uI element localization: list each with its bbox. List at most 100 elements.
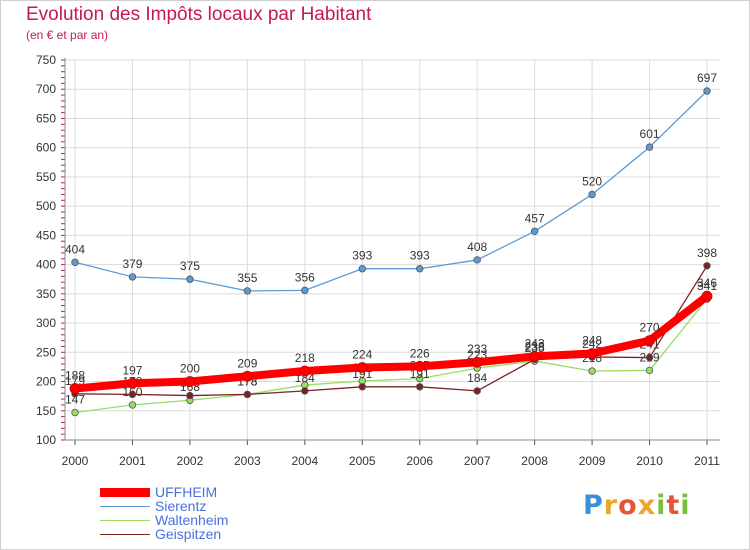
legend-item-geispitzen[interactable]: Geispitzen xyxy=(100,526,300,542)
y-tick-label: 300 xyxy=(36,316,56,330)
legend-label: Sierentz xyxy=(155,498,207,514)
legend-label: Geispitzen xyxy=(155,526,222,542)
data-point xyxy=(358,383,366,391)
data-point xyxy=(416,383,424,391)
data-point xyxy=(299,365,311,377)
legend-item-waltenheim[interactable]: Waltenheim xyxy=(100,512,300,528)
data-label: 197 xyxy=(122,363,142,377)
data-label: 243 xyxy=(525,336,545,350)
data-point xyxy=(416,374,424,383)
data-label: 238 xyxy=(525,339,545,353)
data-point xyxy=(186,391,194,400)
legend-swatch xyxy=(100,506,150,507)
series-line-uffheim xyxy=(71,292,711,393)
x-tick-label: 2006 xyxy=(406,454,433,468)
data-label: 375 xyxy=(180,259,200,273)
x-tick-label: 2008 xyxy=(521,454,548,468)
x-tick-label: 2003 xyxy=(234,454,261,468)
legend-swatch xyxy=(100,488,150,497)
series-line-waltenheim xyxy=(74,298,708,414)
data-point xyxy=(473,256,481,264)
data-point xyxy=(703,262,711,270)
x-tick-label: 2011 xyxy=(694,454,720,468)
data-point xyxy=(127,377,138,389)
y-tick-label: 200 xyxy=(36,375,56,389)
x-tick-label: 2009 xyxy=(579,454,606,468)
data-point xyxy=(586,348,598,359)
data-label: 188 xyxy=(65,369,85,383)
legend-swatch xyxy=(100,520,150,521)
data-label: 379 xyxy=(122,257,142,271)
data-label: 233 xyxy=(467,342,487,356)
data-label: 601 xyxy=(640,127,660,141)
legend-swatch xyxy=(100,534,150,535)
data-label: 393 xyxy=(352,249,372,263)
x-tick-label: 2001 xyxy=(119,454,146,468)
data-label: 398 xyxy=(697,246,717,260)
data-point xyxy=(69,383,81,394)
data-point xyxy=(473,387,481,395)
data-label: 248 xyxy=(582,333,602,347)
data-label: 242 xyxy=(582,337,602,351)
series-line-geispitzen xyxy=(74,265,708,397)
x-tick-label: 2010 xyxy=(636,454,663,468)
data-point xyxy=(358,265,366,273)
data-point xyxy=(243,390,252,399)
series-line-sierentz xyxy=(74,90,708,292)
data-point xyxy=(703,87,711,95)
y-tick-label: 100 xyxy=(36,433,56,447)
data-point xyxy=(471,356,483,368)
x-tick-label: 2004 xyxy=(291,454,318,468)
data-label: 224 xyxy=(352,348,372,362)
data-label: 200 xyxy=(180,362,200,376)
y-tick-label: 600 xyxy=(36,141,56,155)
legend-item-uffheim[interactable]: UFFHEIM xyxy=(100,484,300,500)
data-label: 218 xyxy=(295,351,315,365)
data-label: 356 xyxy=(295,270,315,284)
y-tick-label: 400 xyxy=(36,258,56,272)
data-label: 520 xyxy=(582,174,602,188)
y-tick-label: 250 xyxy=(36,345,56,359)
data-label: 697 xyxy=(697,71,717,85)
data-point xyxy=(645,366,654,375)
data-point xyxy=(645,143,654,151)
data-point xyxy=(701,290,713,302)
data-label: 235 xyxy=(525,341,545,355)
y-tick-label: 450 xyxy=(36,228,56,242)
x-tick-label: 2005 xyxy=(349,454,376,468)
plot-background xyxy=(65,60,720,440)
chart-title: Evolution des Impôts locaux par Habitant xyxy=(26,4,372,25)
x-tick-label: 2000 xyxy=(62,454,89,468)
data-point xyxy=(301,286,309,295)
data-label: 404 xyxy=(65,242,85,256)
data-point xyxy=(128,273,137,281)
data-point xyxy=(301,387,309,395)
y-tick-label: 350 xyxy=(36,287,56,301)
y-tick-label: 750 xyxy=(36,53,56,67)
data-label: 226 xyxy=(410,346,430,360)
data-label: 355 xyxy=(237,271,257,285)
data-point xyxy=(356,362,368,373)
data-point xyxy=(588,190,596,199)
data-label: 270 xyxy=(640,321,660,335)
data-label: 184 xyxy=(467,371,487,385)
data-point xyxy=(588,367,596,375)
data-point xyxy=(71,408,79,417)
data-point xyxy=(243,287,252,295)
x-tick-label: 2002 xyxy=(177,454,204,468)
y-tick-label: 550 xyxy=(36,170,56,184)
data-point xyxy=(186,275,194,283)
data-label: 346 xyxy=(697,276,717,290)
data-point xyxy=(184,376,196,387)
legend-item-sierentz[interactable]: Sierentz xyxy=(100,498,300,514)
data-point xyxy=(644,335,655,347)
legend-label: Waltenheim xyxy=(155,512,229,528)
data-point xyxy=(645,353,654,362)
data-point xyxy=(128,401,137,409)
y-tick-label: 650 xyxy=(36,111,56,125)
data-label: 209 xyxy=(237,356,257,370)
data-point xyxy=(71,258,79,266)
chart-legend: UFFHEIM Sierentz Waltenheim Geispitzen xyxy=(100,484,300,542)
proxiti-logo: Proxiti xyxy=(583,490,691,521)
